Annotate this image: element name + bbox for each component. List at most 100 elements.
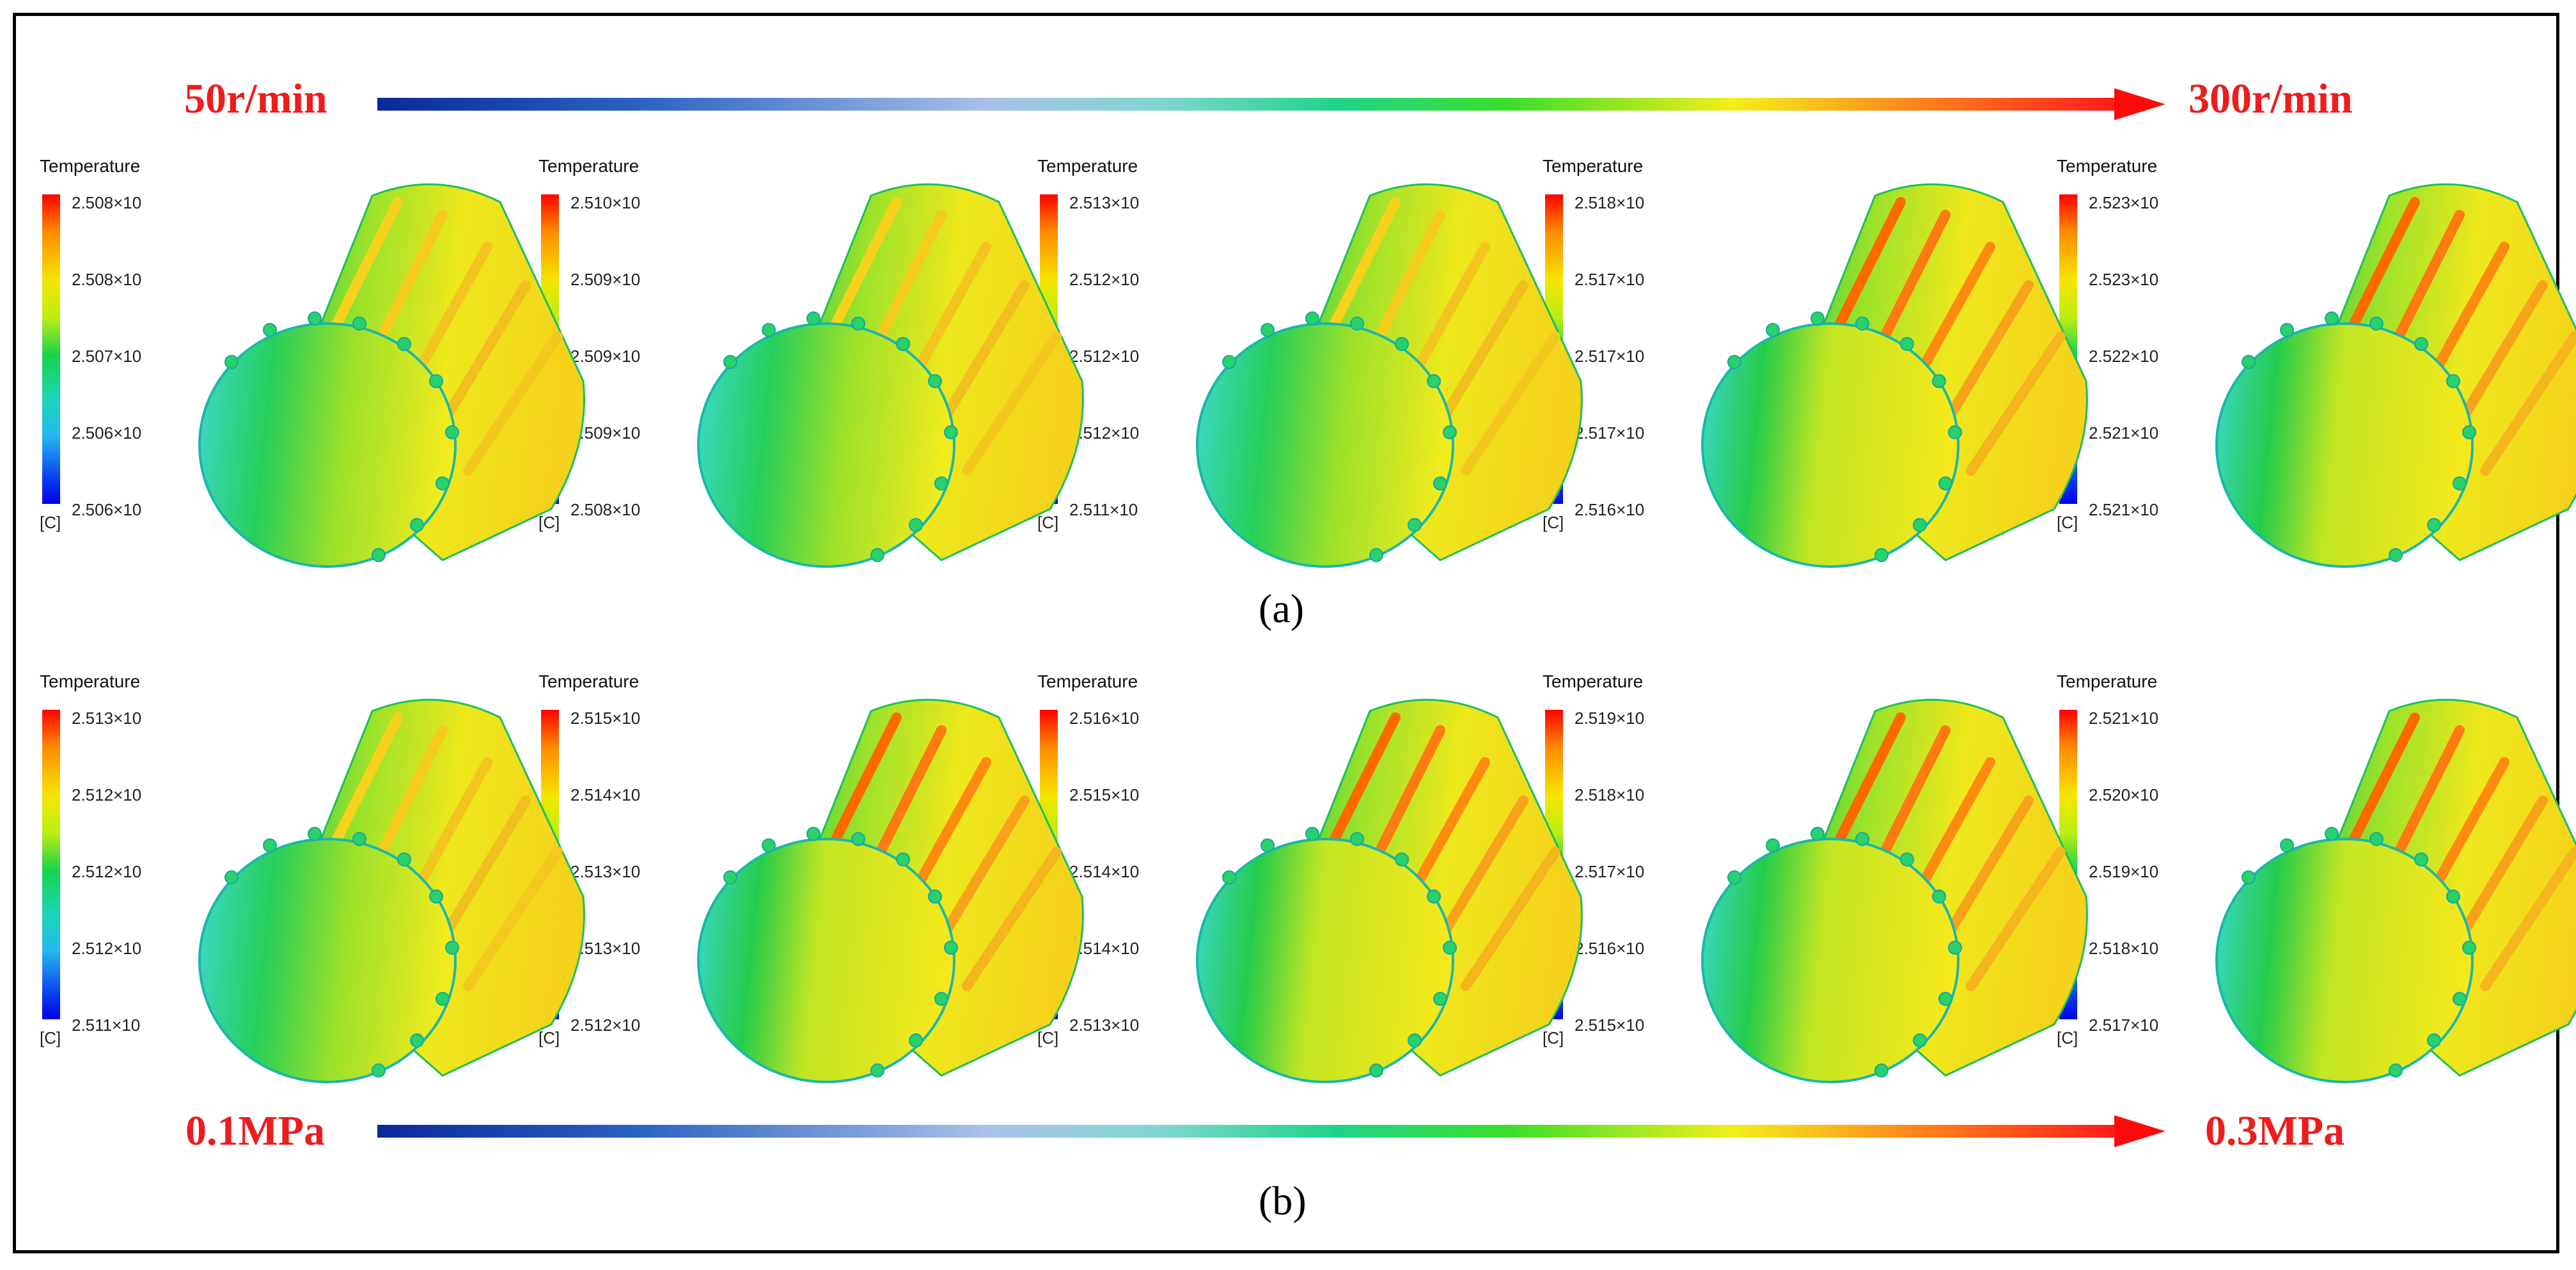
rotor-rim-node	[723, 355, 737, 369]
bottom-arrow-head	[2114, 1115, 2165, 1147]
rotor-rim-node	[1395, 852, 1409, 866]
rotor-rim-node	[944, 425, 958, 439]
rotor-rim-node	[1261, 838, 1275, 852]
rotor-rim-node	[2389, 1063, 2403, 1078]
rotor-rim-node	[224, 870, 239, 884]
rotor-rim-node	[308, 311, 322, 325]
rotor-rim-node	[1408, 1033, 1422, 1047]
legend-color-bar	[42, 194, 60, 504]
legend-tick-label: 2.521×10	[2089, 500, 2159, 519]
rotor-rim-node	[870, 548, 884, 562]
rotor-temperature-model	[1165, 692, 1600, 1088]
rotor-temperature-model	[168, 692, 602, 1088]
rotor-rim-node	[1948, 425, 1962, 439]
rotor-rim-node	[1855, 832, 1869, 846]
rotor-temperature-model	[1670, 692, 2105, 1088]
rotor-rim-node	[2369, 317, 2384, 331]
legend-tick-label: 2.518×10	[2089, 939, 2159, 958]
rotor-temperature-model	[666, 176, 1101, 573]
rotor-rim-node	[1369, 548, 1383, 562]
rotor-rim-node	[436, 992, 450, 1006]
legend-tick-label: 2.517×10	[1575, 347, 1645, 366]
rotor-temperature-model	[1670, 176, 2105, 573]
rotor-model-svg	[2215, 698, 2576, 1083]
legend-tick-label: 2.515×10	[1575, 1015, 1645, 1035]
rotor-rim-node	[352, 832, 366, 846]
rotor-rim-node	[2242, 355, 2256, 369]
rotor-temperature-model	[2185, 176, 2576, 573]
rotor-rim-node	[1350, 317, 1364, 331]
rotor-model-svg	[198, 183, 585, 568]
rotor-rib	[463, 847, 563, 991]
legend-tick-label: 2.523×10	[2089, 193, 2159, 212]
legend-tick-label: 2.509×10	[570, 270, 641, 289]
rotor-rim-node	[410, 1033, 424, 1047]
legend-unit: [C]	[538, 513, 560, 532]
rotor-rim-node	[1874, 1063, 1889, 1078]
rotor-rim-node	[806, 311, 821, 325]
legend-unit: [C]	[1037, 513, 1059, 532]
rotor-rim-node	[2414, 337, 2428, 351]
rotor-rim-node	[2427, 1033, 2441, 1047]
rotor-rim-node	[851, 317, 865, 331]
legend-tick-label: 2.517×10	[1575, 423, 1645, 443]
rotor-rim-node	[2414, 852, 2428, 866]
rotor-rim-node	[1443, 425, 1457, 439]
figure-frame	[13, 13, 2559, 1253]
legend-tick-label: 2.517×10	[1575, 270, 1645, 289]
rotor-end-face	[198, 322, 457, 568]
rotor-rim-node	[2446, 374, 2460, 388]
rotor-rim-node	[1938, 476, 1952, 490]
rotor-rib	[2480, 847, 2576, 991]
rotor-rim-node	[445, 941, 459, 955]
rotor-rim-node	[1350, 832, 1364, 846]
rotor-rim-node	[263, 838, 277, 852]
rotor-rim-node	[1913, 518, 1927, 532]
rotor-rim-node	[1932, 374, 1946, 388]
rotor-rim-node	[445, 425, 459, 439]
rotor-rim-node	[2446, 890, 2460, 904]
legend-color-bar	[42, 710, 60, 1019]
rotor-temperature-model	[168, 176, 602, 573]
rotor-rim-node	[944, 941, 958, 955]
legend-tick-label: 2.515×10	[1069, 785, 1140, 804]
legend-title: Temperature	[538, 156, 640, 176]
rotor-rim-node	[1913, 1033, 1927, 1047]
legend-tick-label: 2.516×10	[1575, 939, 1645, 958]
caption-b: (b)	[1259, 1178, 1307, 1223]
legend-tick-label: 2.515×10	[570, 709, 641, 728]
rotor-end-face	[1701, 322, 1959, 568]
rotor-rib	[1966, 847, 2066, 991]
legend-tick-label: 2.512×10	[1069, 347, 1140, 366]
rotor-rim-node	[806, 827, 821, 841]
rotor-rim-node	[1810, 311, 1825, 325]
legend-unit: [C]	[2057, 1028, 2078, 1047]
rotor-temperature-model	[1165, 176, 1600, 573]
rotor-rim-node	[429, 374, 443, 388]
bottom-arrow-shaft	[377, 1125, 2117, 1138]
rotor-rim-node	[1433, 476, 1447, 490]
rotor-rim-node	[896, 337, 910, 351]
rotor-rib	[1461, 331, 1560, 476]
rotor-rim-node	[1900, 337, 1914, 351]
rotor-rim-node	[1948, 941, 1962, 955]
rotor-rib	[2480, 331, 2576, 476]
rotor-rib	[463, 331, 563, 476]
rotor-rim-node	[851, 832, 865, 846]
rotor-rim-node	[1766, 838, 1780, 852]
legend-tick-label: 2.506×10	[72, 500, 142, 519]
rotor-model-svg	[697, 183, 1084, 568]
legend-title: Temperature	[1543, 156, 1644, 176]
rotor-rim-node	[909, 518, 923, 532]
legend-unit: [C]	[1543, 1028, 1564, 1047]
top-end-label: 300r/min	[2188, 75, 2353, 122]
rotor-rim-node	[2453, 476, 2467, 490]
legend-tick-label: 2.516×10	[1069, 709, 1140, 728]
rotor-rim-node	[1727, 355, 1741, 369]
legend-title: Temperature	[1543, 671, 1644, 691]
rotor-rim-node	[2389, 548, 2403, 562]
rotor-rim-node	[2369, 832, 2384, 846]
rotor-rim-node	[762, 323, 776, 337]
legend-tick-label: 2.508×10	[72, 270, 142, 289]
legend-unit: [C]	[538, 1028, 560, 1047]
